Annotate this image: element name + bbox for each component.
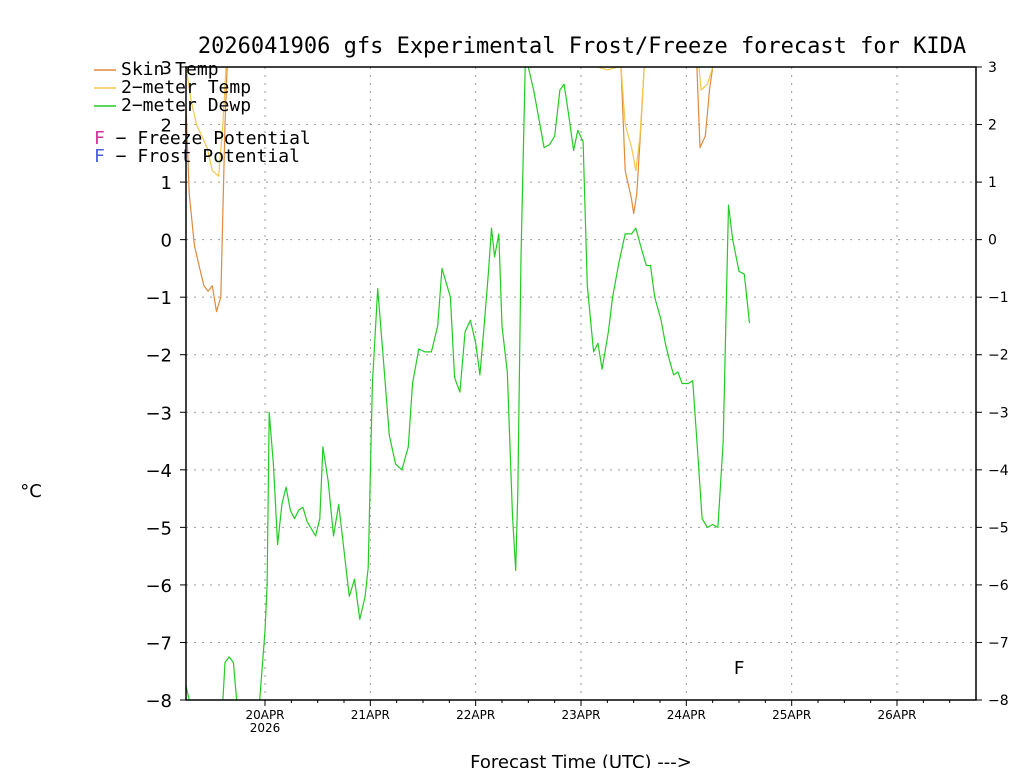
series-line-2-meter-dewp: [527, 66, 751, 529]
series-line-2-meter-temp: [597, 66, 619, 71]
series-line-2-meter-temp: [620, 66, 645, 172]
series-line-skin-temp: [185, 66, 228, 313]
y-tick-label-left: −3: [145, 403, 172, 424]
y-tick-label-right: −8: [988, 693, 1009, 709]
potential-legend-entry: F − Frost Potential: [94, 146, 300, 167]
y-tick-label-left: 2: [161, 116, 172, 137]
y-tick-label-right: −2: [988, 348, 1009, 364]
series-lines: [185, 66, 751, 701]
series-line-2-meter-temp: [185, 66, 227, 177]
y-axis-label: °C: [20, 481, 42, 502]
x-tick-label: 22APR: [456, 708, 495, 722]
x-tick-label: 24APR: [667, 708, 706, 722]
y-tick-label-left: −4: [145, 461, 172, 482]
y-tick-label-right: −3: [988, 405, 1009, 421]
legend-label: 2−meter Temp: [121, 77, 251, 98]
y-tick-label-left: 3: [161, 58, 172, 79]
potential-letter: F: [94, 128, 105, 149]
potential-markers: F: [734, 658, 745, 679]
y-tick-label-left: −2: [145, 346, 172, 367]
y-tick-label-right: 0: [988, 233, 997, 249]
series-line-skin-temp: [620, 66, 645, 215]
x-tick-sublabel: 2026: [250, 721, 281, 735]
y-tick-label-left: −8: [145, 691, 172, 712]
x-tick-label: 21APR: [351, 708, 390, 722]
y-tick-label-right: −5: [988, 520, 1009, 536]
y-tick-label-right: 2: [988, 118, 997, 134]
y-tick-label-left: −1: [145, 288, 172, 309]
y-tick-label-left: 0: [161, 231, 172, 252]
legend-label: 2−meter Dewp: [121, 95, 251, 116]
y-tick-label-left: −7: [145, 633, 172, 654]
chart-title: 2026041906 gfs Experimental Frost/Freeze…: [198, 34, 966, 59]
legend-label: Skin Temp: [121, 59, 219, 80]
potential-letter: F: [94, 146, 105, 167]
x-axis-label: Forecast Time (UTC) --->: [470, 752, 692, 768]
x-tick-label: 25APR: [772, 708, 811, 722]
y-axis-ticks: −8 −8 −7 −7 −6 −6 −5 −5 −4 −4 −3 −3 −2 −2 −1 −1 0 0 1 1 2 2 3 3: [145, 58, 1008, 712]
y-tick-label-left: −6: [145, 576, 172, 597]
potential-legend-entry: F − Freeze Potential: [94, 128, 311, 149]
y-tick-label-right: −4: [988, 463, 1009, 479]
y-tick-label-right: −7: [988, 635, 1009, 651]
y-tick-label-right: −6: [988, 578, 1009, 594]
y-tick-label-left: 1: [161, 173, 172, 194]
x-tick-label: 23APR: [561, 708, 600, 722]
y-tick-label-right: −1: [988, 290, 1009, 306]
y-tick-label-right: 3: [988, 60, 997, 76]
series-line-2-meter-temp: [698, 66, 714, 91]
y-tick-label-right: 1: [988, 175, 997, 191]
y-tick-label-left: −5: [145, 518, 172, 539]
series-line-skin-temp: [696, 66, 714, 149]
grid: [186, 67, 976, 700]
x-tick-label: 26APR: [877, 708, 916, 722]
x-tick-label: 20APR: [245, 708, 284, 722]
freeze-potential-marker: F: [734, 658, 745, 679]
potential-text: − Frost Potential: [105, 146, 300, 167]
potential-text: − Freeze Potential: [105, 128, 311, 149]
plot-frame: [185, 66, 977, 701]
series-line-2-meter-dewp: [222, 656, 238, 701]
series-line-2-meter-dewp: [259, 66, 526, 701]
